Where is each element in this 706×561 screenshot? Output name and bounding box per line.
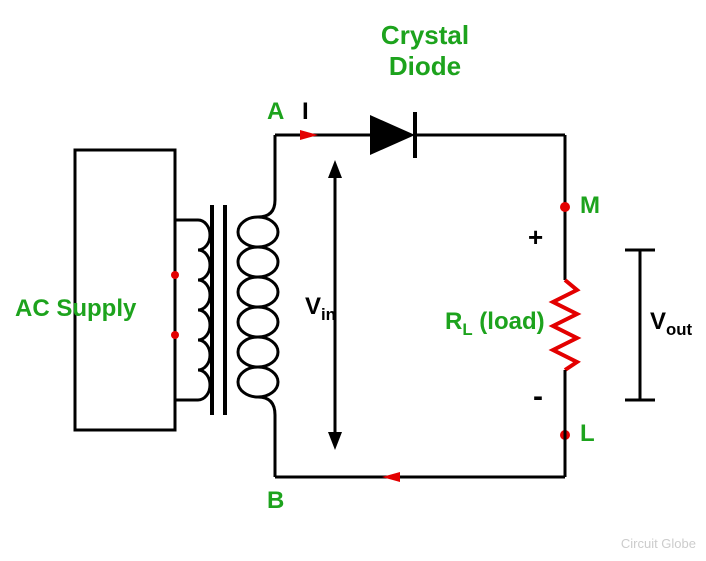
ac-source-box: [75, 150, 175, 430]
minus-label: -: [533, 380, 543, 414]
vin-label: Vin: [305, 293, 336, 325]
ac-supply-label: AC Supply: [15, 295, 136, 323]
vout-label: Vout: [650, 308, 692, 340]
diode-title: Crystal Diode: [355, 20, 495, 82]
transformer-primary-coil: [198, 220, 210, 400]
node-M-label: M: [580, 192, 600, 220]
current-arrow-bottom-icon: [382, 472, 400, 482]
circuit-diagram: [0, 0, 706, 561]
diode-symbol: [370, 112, 415, 158]
plus-label: +: [528, 222, 543, 253]
current-label: I: [302, 98, 309, 126]
node-A-label: A: [267, 98, 284, 126]
ac-terminal-top: [171, 271, 179, 279]
load-label: RL (load): [445, 308, 545, 340]
node-B-label: B: [267, 487, 284, 515]
watermark: Circuit Globe: [621, 536, 696, 551]
transformer-secondary-coil: [238, 217, 278, 397]
node-M: [560, 202, 570, 212]
ac-terminal-bottom: [171, 331, 179, 339]
node-L-label: L: [580, 420, 595, 448]
load-resistor: [553, 280, 577, 370]
current-arrow-icon: [300, 130, 318, 140]
